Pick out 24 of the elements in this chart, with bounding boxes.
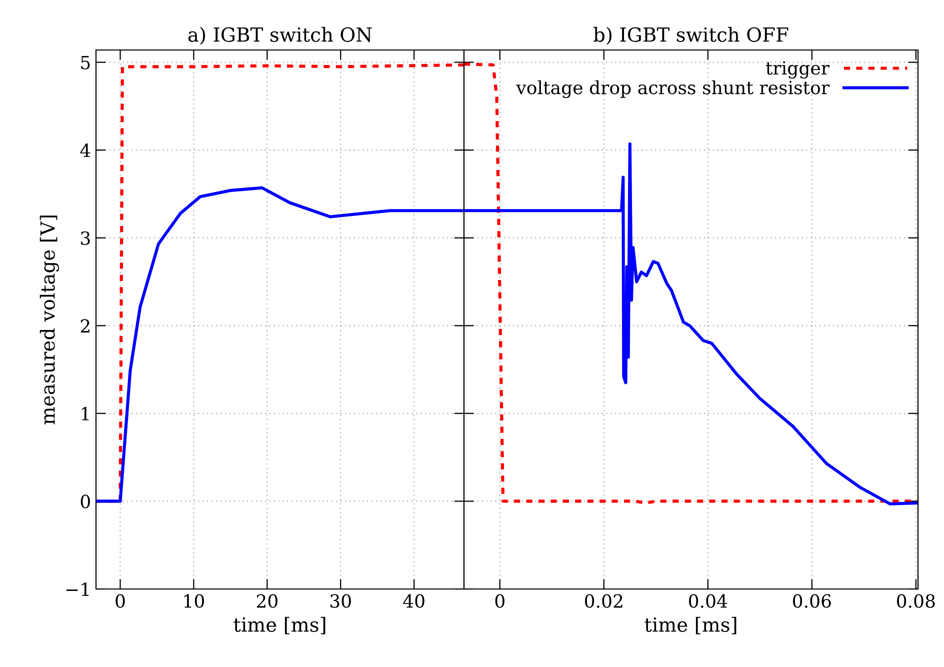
x-axis-title: time [ms] — [234, 616, 326, 634]
y-tick-label: 3 — [81, 231, 90, 245]
x-tick-label: 0 — [495, 594, 504, 608]
x-tick-label: 0.04 — [688, 594, 728, 608]
x-tick-label: 10 — [184, 594, 204, 608]
y-tick-label: 1 — [82, 406, 89, 420]
y-tick-label: 5 — [81, 56, 90, 70]
y-tick-label: 0 — [80, 494, 90, 508]
x-axis-title: time [ms] — [644, 616, 736, 634]
chart-title: a) IGBT switch ON — [188, 26, 372, 45]
x-tick-label: 30 — [330, 594, 351, 608]
x-tick-label: 0 — [116, 594, 125, 608]
x-tick-label: 0.02 — [584, 594, 622, 608]
x-tick-label: 20 — [256, 594, 278, 608]
y-tick-label: 2 — [80, 319, 90, 333]
y-axis-title: measured voltage [V] — [40, 216, 59, 424]
y-tick-label: 4 — [80, 144, 90, 157]
legend-label: voltage drop across shunt resistor — [516, 80, 830, 98]
chart-title: b) IGBT switch OFF — [594, 26, 788, 45]
x-tick-label: 0.08 — [897, 594, 935, 608]
x-tick-label: 40 — [403, 594, 424, 608]
legend-label: trigger — [766, 61, 830, 79]
y-tick-label: −1 — [66, 582, 89, 596]
x-tick-label: 0.06 — [793, 594, 831, 608]
